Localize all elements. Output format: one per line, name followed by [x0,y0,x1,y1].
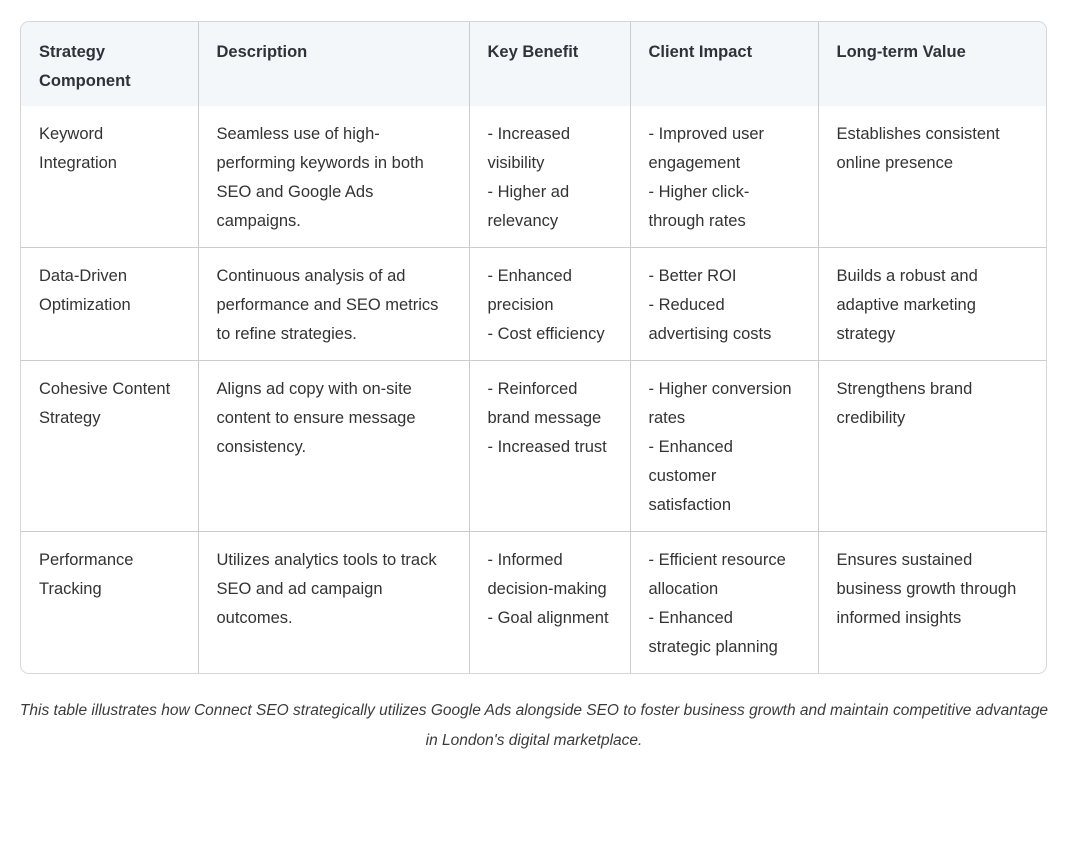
column-header-description: Description [198,22,470,106]
cell-key-benefit: - Reinforced brand message - Increased t… [469,360,631,532]
strategy-comparison-table-container: Strategy Component Description Key Benef… [20,21,1047,674]
strategy-comparison-table: Strategy Component Description Key Benef… [21,22,1046,673]
cell-description: Utilizes analytics tools to track SEO an… [198,531,470,673]
column-header-client-impact: Client Impact [630,22,819,106]
cell-client-impact: - Improved user engagement - Higher clic… [630,106,819,248]
cell-long-term-value: Ensures sustained business growth throug… [818,531,1046,673]
cell-client-impact: - Efficient resource allocation - Enhanc… [630,531,819,673]
table-row: Performance Tracking Utilizes analytics … [21,531,1046,673]
cell-long-term-value: Establishes consistent online presence [818,106,1046,248]
table-row: Data-Driven Optimization Continuous anal… [21,247,1046,361]
column-header-key-benefit: Key Benefit [469,22,631,106]
table-header-row: Strategy Component Description Key Benef… [21,22,1046,106]
cell-client-impact: - Higher conversion rates - Enhanced cus… [630,360,819,532]
column-header-strategy-component: Strategy Component [21,22,199,106]
cell-description: Seamless use of high-performing keywords… [198,106,470,248]
table-caption: This table illustrates how Connect SEO s… [19,702,1049,749]
cell-key-benefit: - Informed decision-making - Goal alignm… [469,531,631,673]
cell-key-benefit: - Enhanced precision - Cost efficiency [469,247,631,361]
cell-long-term-value: Builds a robust and adaptive marketing s… [818,247,1046,361]
cell-component: Performance Tracking [21,531,199,673]
cell-component: Data-Driven Optimization [21,247,199,361]
cell-key-benefit: - Increased visibility - Higher ad relev… [469,106,631,248]
cell-long-term-value: Strengthens brand credibility [818,360,1046,532]
cell-description: Continuous analysis of ad performance an… [198,247,470,361]
cell-description: Aligns ad copy with on-site content to e… [198,360,470,532]
cell-client-impact: - Better ROI - Reduced advertising costs [630,247,819,361]
table-row: Cohesive Content Strategy Aligns ad copy… [21,360,1046,532]
table-row: Keyword Integration Seamless use of high… [21,106,1046,248]
cell-component: Cohesive Content Strategy [21,360,199,532]
cell-component: Keyword Integration [21,106,199,248]
column-header-long-term-value: Long-term Value [818,22,1046,106]
